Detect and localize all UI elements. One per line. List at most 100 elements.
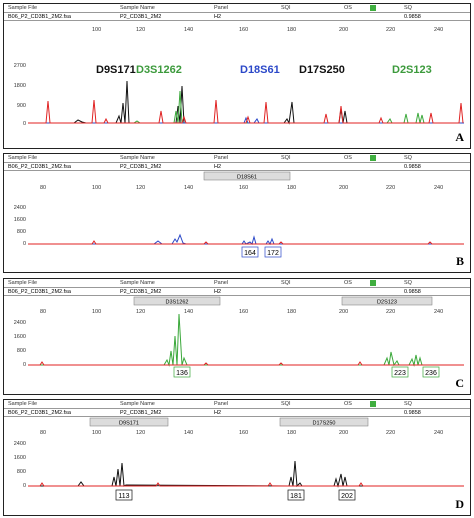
label-sqi: SQI [281, 401, 291, 407]
x-tick-label: 200 [339, 430, 348, 436]
trace-b [28, 233, 464, 246]
bin-label-d3s1262: D3S1262 [166, 300, 189, 306]
x-tick-label: 160 [239, 430, 248, 436]
qc-flag-icon [370, 401, 376, 407]
y-tick-label: 2400 [14, 441, 26, 447]
value-sample-name: P2_CD3B1_2M2 [120, 410, 162, 416]
electropherogram-d: D9S171 D17S250 80 100 120 140 160 180 20… [14, 417, 464, 501]
label-sample-name: Sample Name [120, 280, 155, 286]
x-tick-label: 240 [434, 309, 443, 315]
electropherogram-b: D18S61 80 100 120 140 160 180 200 220 24… [14, 171, 464, 258]
header-labels: Sample File Sample Name Panel SQI OS SQ [4, 4, 470, 12]
label-panel: Panel [214, 5, 229, 11]
x-tick-label: 240 [434, 27, 443, 33]
trace-a [28, 80, 464, 125]
bin-label-d2s123: D2S123 [377, 300, 397, 306]
value-sample-file: B06_P2_CD3B1_2M2.fsa [8, 164, 71, 170]
panel-d: Sample File Sample Name Panel SQI OS SQ … [3, 399, 471, 516]
y-tick-label: 800 [17, 229, 26, 235]
x-tick-label: 120 [136, 27, 145, 33]
value-sample-name: P2_CD3B1_2M2 [120, 164, 162, 170]
x-tick-label: 140 [184, 185, 193, 191]
label-sqi: SQI [281, 155, 291, 161]
allele-call-box [287, 489, 305, 501]
header-values: B06_P2_CD3B1_2M2.fsa P2_CD3B1_2M2 H2 0.9… [4, 287, 470, 296]
y-tick-label: 1600 [14, 217, 26, 223]
allele-call-223: 223 [394, 370, 406, 377]
x-tick-label: 160 [239, 27, 248, 33]
panel-letter-b: B [455, 254, 464, 268]
value-panel: H2 [214, 410, 222, 416]
label-sample-name: Sample Name [120, 155, 155, 161]
panel-c: Sample File Sample Name Panel SQI OS SQ … [3, 278, 471, 395]
label-sq: SQ [404, 401, 412, 407]
label-sample-file: Sample File [8, 401, 38, 407]
allele-call-box [422, 366, 440, 378]
y-tick-label: 800 [17, 469, 26, 475]
label-sq: SQ [404, 155, 412, 161]
label-os: OS [344, 155, 352, 161]
y-tick-label: 800 [17, 348, 26, 354]
header-labels: Sample File Sample Name Panel SQI OS SQ [4, 400, 470, 408]
value-sample-file: B06_P2_CD3B1_2M2.fsa [8, 410, 71, 416]
trace-d [28, 460, 464, 488]
x-tick-label: 100 [92, 309, 101, 315]
marker-label-d3s1262: D3S1262 [136, 64, 182, 76]
value-sample-name: P2_CD3B1_2M2 [120, 289, 162, 295]
x-tick-label: 220 [386, 27, 395, 33]
x-tick-label: 220 [386, 309, 395, 315]
allele-call-box [173, 366, 191, 378]
y-tick-label: 2400 [14, 320, 26, 326]
electropherogram-c: D3S1262 D2S123 80 100 120 140 160 180 20… [14, 296, 464, 378]
label-sample-name: Sample Name [120, 5, 155, 11]
value-sample-file: B06_P2_CD3B1_2M2.fsa [8, 14, 71, 20]
x-tick-label: 100 [92, 430, 101, 436]
x-tick-label: 180 [287, 185, 296, 191]
x-tick-label: 180 [287, 309, 296, 315]
label-panel: Panel [214, 155, 229, 161]
allele-call-113: 113 [118, 493, 129, 500]
value-sq: 0.9858 [404, 410, 421, 416]
x-tick-label: 120 [136, 430, 145, 436]
bin-d3s1262 [133, 296, 221, 306]
marker-label-d9s171: D9S171 [96, 64, 136, 76]
bin-d17s250 [279, 417, 369, 427]
y-tick-label: 2700 [14, 63, 26, 69]
bin-d18s61 [203, 171, 291, 181]
marker-label-d18s61: D18S61 [240, 64, 280, 76]
y-tick-label: 0 [23, 362, 26, 368]
y-tick-label: 0 [23, 483, 26, 489]
y-tick-label: 0 [23, 241, 26, 247]
value-panel: H2 [214, 164, 222, 170]
allele-call-172: 172 [267, 250, 279, 257]
x-tick-label: 160 [239, 185, 248, 191]
value-panel: H2 [214, 14, 222, 20]
panel-letter-d: D [455, 497, 464, 511]
y-tick-label: 1600 [14, 455, 26, 461]
x-tick-label: 160 [239, 309, 248, 315]
x-tick-label: 240 [434, 185, 443, 191]
value-sq: 0.9858 [404, 164, 421, 170]
allele-call-202: 202 [341, 493, 353, 500]
label-sample-file: Sample File [8, 5, 38, 11]
x-tick-label: 120 [136, 185, 145, 191]
qc-flag-icon [370, 5, 376, 11]
label-sample-name: Sample Name [120, 401, 155, 407]
allele-call-box [338, 489, 356, 501]
x-tick-label: 200 [339, 27, 348, 33]
y-tick-label: 900 [17, 103, 26, 109]
x-tick-label: 100 [92, 185, 101, 191]
allele-call-box [241, 246, 259, 258]
bin-d2s123 [341, 296, 433, 306]
header-values: B06_P2_CD3B1_2M2.fsa P2_CD3B1_2M2 H2 0.9… [4, 12, 470, 21]
x-tick-label: 200 [339, 309, 348, 315]
allele-call-box [391, 366, 409, 378]
value-panel: H2 [214, 289, 222, 295]
trace-c [28, 313, 464, 367]
electropherogram-a: 100 120 140 160 180 200 220 240 2700 180… [14, 27, 464, 127]
x-tick-label: 220 [386, 185, 395, 191]
x-tick-label: 180 [287, 27, 296, 33]
label-panel: Panel [214, 401, 229, 407]
x-tick-label: 80 [40, 430, 46, 436]
x-tick-label: 200 [339, 185, 348, 191]
